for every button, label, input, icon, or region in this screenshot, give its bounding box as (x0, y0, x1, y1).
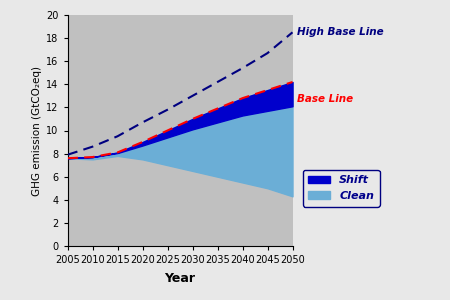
X-axis label: Year: Year (165, 272, 195, 285)
Text: High Base Line: High Base Line (297, 27, 383, 37)
Text: Base Line: Base Line (297, 94, 353, 104)
Y-axis label: GHG emission (GtCO₂eq): GHG emission (GtCO₂eq) (32, 65, 42, 196)
Legend: Shift, Clean: Shift, Clean (302, 170, 380, 207)
